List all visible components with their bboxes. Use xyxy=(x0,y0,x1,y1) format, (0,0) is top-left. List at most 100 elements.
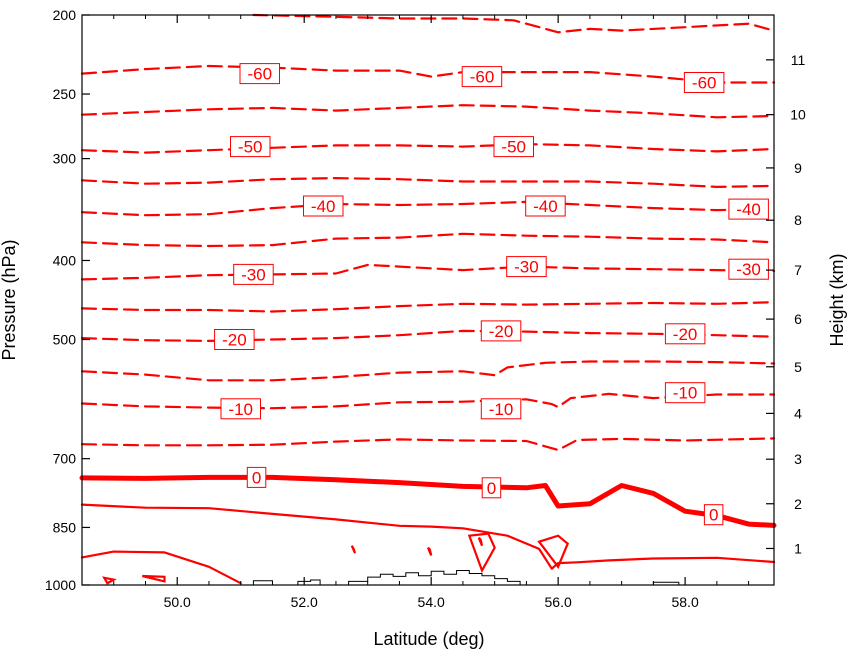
closed-contour xyxy=(426,546,433,556)
contour-label: -10 xyxy=(220,398,261,420)
x-tick-label: 54.0 xyxy=(418,594,445,610)
contour-label-box xyxy=(480,398,522,420)
height-tick-label: 8 xyxy=(794,212,802,228)
contour-label-text: -60 xyxy=(470,68,495,87)
contour-line xyxy=(80,232,776,248)
contour-label-text: -50 xyxy=(238,138,263,157)
contour-label-box xyxy=(230,136,271,158)
height-tick-label: 4 xyxy=(794,405,802,421)
height-tick-label: 1 xyxy=(794,540,802,556)
contour-line xyxy=(80,64,776,84)
pressure-tick-label: 700 xyxy=(53,451,77,467)
pressure-tick-label: 500 xyxy=(53,332,77,348)
contour-label-text: -10 xyxy=(489,400,514,419)
contour-label-box xyxy=(481,477,502,499)
contour-line xyxy=(80,550,242,585)
contour-label-box xyxy=(728,258,769,280)
contour-label-box xyxy=(703,504,724,526)
contour-label: -40 xyxy=(728,198,769,220)
contour-label: -50 xyxy=(493,136,534,158)
plot-frame xyxy=(81,14,775,586)
contour-label-text: -20 xyxy=(222,331,247,350)
height-tick-label: 7 xyxy=(794,262,802,278)
contour-label: -40 xyxy=(525,195,566,217)
contour-label-box xyxy=(683,72,725,93)
contour-line xyxy=(252,13,776,34)
contour-label-text: -60 xyxy=(692,74,717,93)
contour-label-box xyxy=(506,256,547,278)
contour-label-box xyxy=(246,466,267,488)
closed-contour xyxy=(142,574,166,583)
contour-label-box xyxy=(728,198,769,220)
pressure-tick-label: 850 xyxy=(53,519,77,535)
height-tick-label: 9 xyxy=(794,160,802,176)
closed-contour xyxy=(102,576,117,585)
x-tick-label: 50.0 xyxy=(164,594,191,610)
contour-line xyxy=(80,143,776,154)
contour-label: -20 xyxy=(480,320,522,342)
x-axis-title: Latitude (deg) xyxy=(373,629,484,649)
closed-contour xyxy=(537,534,570,569)
height-tick-label: 2 xyxy=(794,496,802,512)
contour-label-text: -30 xyxy=(736,260,761,279)
closed-contour xyxy=(350,545,357,554)
contour-label: -30 xyxy=(728,258,769,280)
contour-label-box xyxy=(664,323,706,345)
terrain-profile xyxy=(82,570,774,586)
contour-label-text: -40 xyxy=(533,197,558,216)
contour-label-text: -20 xyxy=(489,322,514,341)
closed-contour xyxy=(477,536,484,547)
contour-label-text: -40 xyxy=(736,200,761,219)
contour-label: -20 xyxy=(214,329,255,350)
contour-line xyxy=(80,437,776,452)
contours-layer xyxy=(79,13,777,585)
pressure-tick-label: 250 xyxy=(53,86,77,102)
contour-label-box xyxy=(461,66,503,88)
pressure-tick-label: 1000 xyxy=(45,577,76,593)
contour-label-text: 0 xyxy=(252,468,261,487)
height-tick-label: 11 xyxy=(791,52,806,68)
contour-label: 0 xyxy=(246,466,267,488)
contour-line xyxy=(80,263,776,281)
contour-label-box xyxy=(664,382,706,404)
contour-line xyxy=(80,301,776,313)
contour-label-text: -50 xyxy=(501,138,526,157)
x-tick-label: 58.0 xyxy=(671,594,698,610)
contour-line xyxy=(80,200,776,217)
contour-label-box xyxy=(239,63,280,85)
contour-label: 0 xyxy=(481,477,502,499)
contour-label-box xyxy=(525,195,566,217)
contour-line xyxy=(80,104,776,119)
contour-label-text: -40 xyxy=(311,197,336,216)
contour-label-box xyxy=(214,329,255,350)
height-tick-label: 6 xyxy=(794,311,802,327)
height-tick-label: 5 xyxy=(794,359,802,375)
contour-label: -60 xyxy=(239,63,280,85)
contour-label-text: -10 xyxy=(673,384,698,403)
closed-contour xyxy=(467,532,496,574)
contour-label: -60 xyxy=(683,72,725,93)
contour-label-text: 0 xyxy=(487,479,496,498)
y-axis-title-right: Height (km) xyxy=(827,253,847,346)
contour-labels-layer: -60 -60 -60 -50 -50 -40 -40 -40 -30 -30 -30 -20 -20 -… xyxy=(214,63,769,526)
contour-label: 0 xyxy=(703,504,724,526)
contour-label-box xyxy=(303,195,344,217)
axis-ticks-layer: 50.0 52.0 54.0 56.0 58.020025030040050070085… xyxy=(45,7,806,610)
contour-label-text: -10 xyxy=(228,400,253,419)
contour-label-text: 0 xyxy=(709,506,718,525)
contour-line xyxy=(80,177,776,188)
x-tick-label: 52.0 xyxy=(291,594,318,610)
pressure-tick-label: 400 xyxy=(53,252,77,268)
y-axis-title-left: Pressure (hPa) xyxy=(0,239,19,360)
contour-line xyxy=(80,329,776,342)
contour-label-text: -60 xyxy=(248,65,273,84)
contour-label: -10 xyxy=(664,382,706,404)
pressure-tick-label: 300 xyxy=(53,151,77,167)
contour-label: -60 xyxy=(461,66,503,88)
contour-label: -30 xyxy=(506,256,547,278)
contour-label-text: -30 xyxy=(514,258,539,277)
terrain-layer xyxy=(82,570,774,586)
height-tick-label: 10 xyxy=(790,107,806,123)
